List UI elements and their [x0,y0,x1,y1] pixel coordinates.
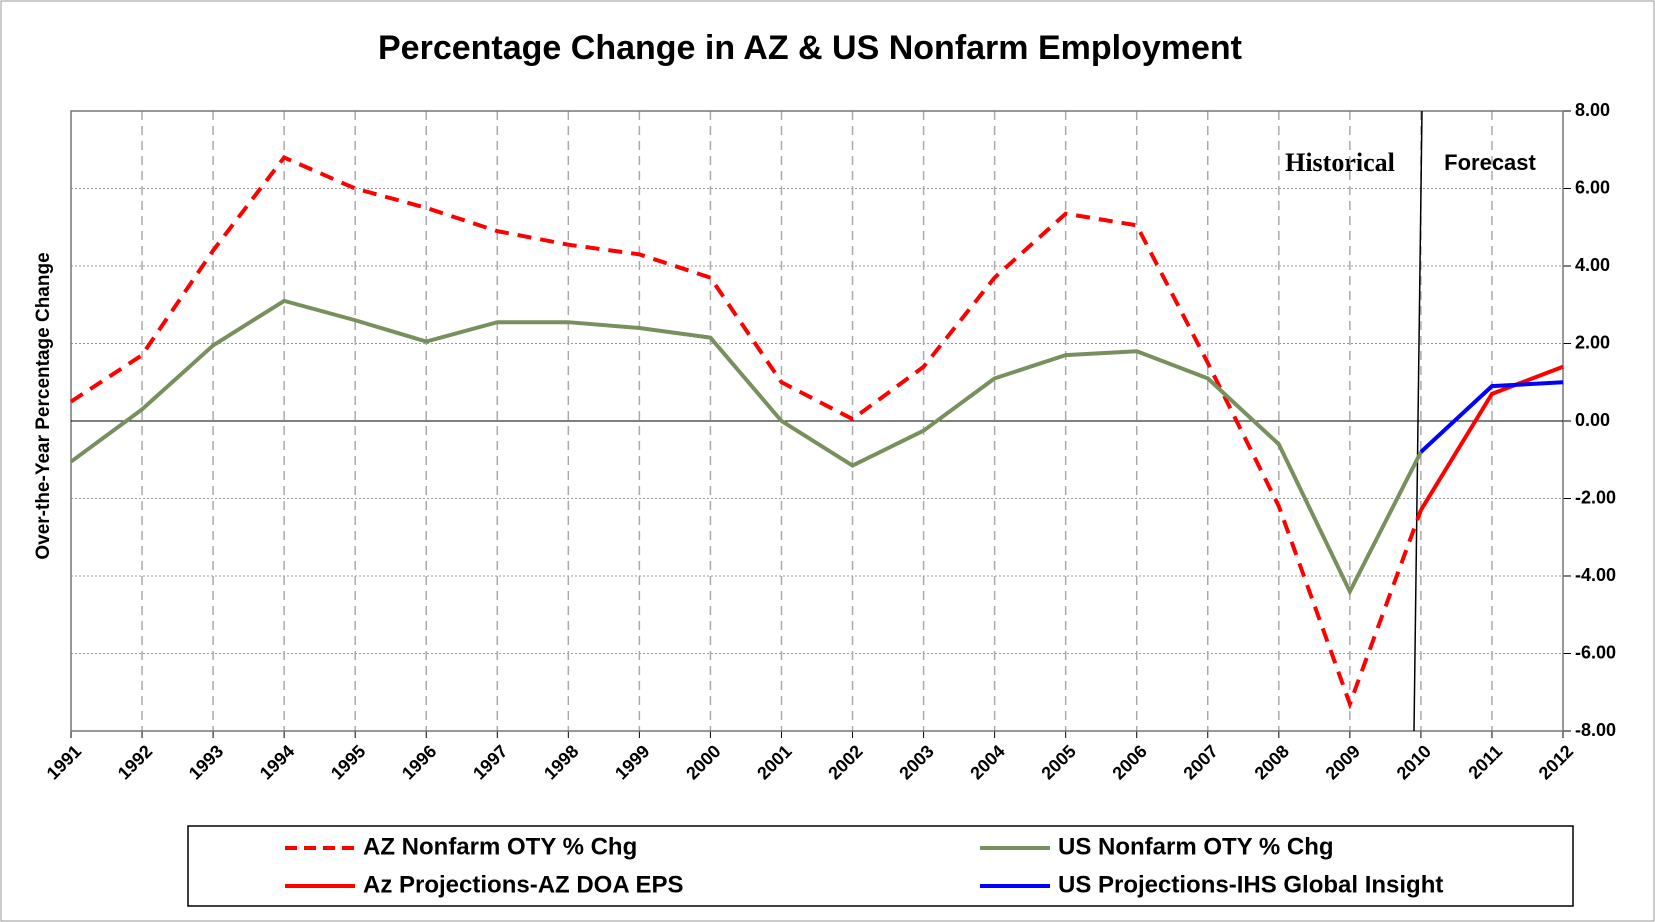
chart-title: Percentage Change in AZ & US Nonfarm Emp… [378,29,1242,67]
series-line [1419,380,1564,454]
annotation: Forecast [1444,150,1536,175]
y-tick-label: -6.00 [1575,642,1616,662]
y-tick-label: 4.00 [1575,255,1610,275]
y-tick-label: -4.00 [1575,565,1616,585]
legend-label: US Projections-IHS Global Insight [1058,871,1443,898]
series-line [1419,364,1564,512]
y-axis-label: Over-the-Year Percentage Change [33,252,54,559]
legend-box [187,825,1574,907]
y-tick-label: 2.00 [1575,332,1610,352]
annotation: Historical [1285,148,1395,177]
legend-label: AZ Nonfarm OTY % Chg [363,833,637,860]
legend-label: Az Projections-AZ DOA EPS [363,871,683,898]
series-line [69,155,1423,710]
divider-line [1413,110,1423,732]
legend-label: US Nonfarm OTY % Chg [1058,833,1334,860]
y-tick-label: -8.00 [1575,720,1616,740]
y-tick-label: 0.00 [1575,410,1610,430]
series-line [69,298,1423,597]
y-tick-label: 8.00 [1575,100,1610,120]
y-tick-label: -2.00 [1575,487,1616,507]
y-tick-label: 6.00 [1575,177,1610,197]
